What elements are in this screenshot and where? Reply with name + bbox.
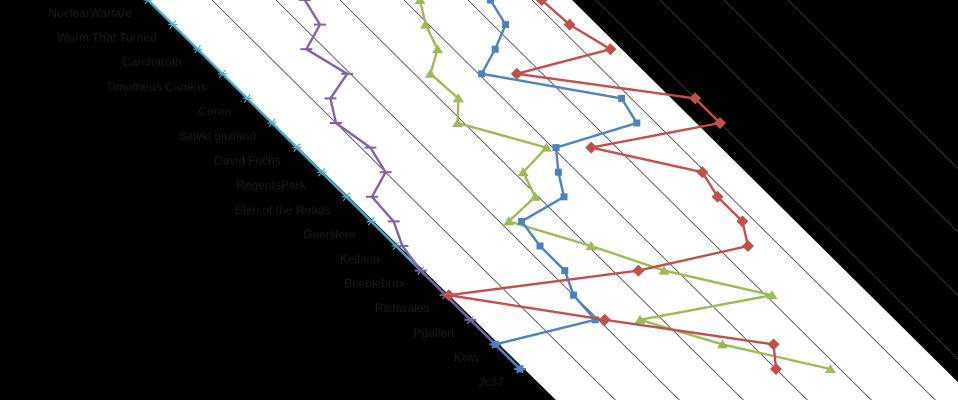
data-point: [711, 190, 724, 203]
data-point: [143, 0, 153, 5]
data-point: [518, 217, 526, 225]
data-point: [432, 44, 444, 54]
series-line: [418, 0, 831, 371]
gridline: [787, 0, 958, 170]
gridline: [723, 0, 958, 233]
data-point: [689, 92, 702, 105]
data-point: [366, 217, 376, 226]
data-point: [570, 291, 578, 299]
category-label: Coren: [199, 104, 232, 118]
category-label: Guerillero: [303, 227, 355, 241]
data-point: [516, 365, 524, 373]
category-label: Keilana: [340, 252, 380, 266]
data-point: [529, 191, 541, 201]
data-point: [824, 364, 836, 373]
gridline: [339, 0, 744, 400]
category-label: Beeblebrox: [344, 277, 405, 291]
data-point: [585, 141, 598, 154]
data-point: [420, 19, 432, 29]
data-point: [536, 242, 544, 250]
data-point: [767, 338, 780, 351]
data-point: [561, 267, 569, 275]
data-point: [168, 20, 178, 29]
data-point: [242, 94, 252, 103]
gridline: [275, 0, 680, 400]
data-point: [618, 94, 626, 102]
data-point: [540, 142, 552, 152]
data-point: [633, 119, 641, 127]
data-point: [442, 289, 455, 302]
data-point: [742, 240, 754, 252]
category-label: Worm That Turned: [57, 31, 157, 45]
data-point: [341, 192, 351, 202]
category-label: NuclearWarfare: [48, 6, 132, 20]
data-point: [503, 216, 515, 226]
data-point: [217, 69, 227, 79]
series-4: [478, 0, 641, 373]
data-point: [452, 118, 464, 127]
data-point: [535, 0, 548, 6]
data-point: [696, 166, 709, 179]
category-label: Timotheus Canens: [106, 80, 206, 94]
gridline: [403, 0, 808, 400]
data-point: [591, 316, 599, 324]
category-label: David Fuchs: [214, 154, 281, 168]
data-point: [716, 339, 728, 349]
data-point: [486, 0, 494, 4]
category-label: Salvio giuliano: [179, 129, 257, 143]
data-point: [317, 167, 327, 177]
data-point: [517, 167, 529, 177]
data-point: [554, 168, 562, 176]
category-label: RegentsPark: [236, 178, 306, 192]
data-point: [766, 290, 778, 300]
data-point: [585, 241, 597, 250]
series-5: [442, 0, 782, 375]
data-point: [452, 93, 464, 103]
gridline: [659, 0, 958, 297]
data-point: [563, 18, 576, 31]
data-point: [552, 144, 560, 152]
data-point: [502, 21, 510, 29]
category-label: Richwales: [375, 301, 430, 315]
series-line: [480, 0, 638, 370]
data-point: [604, 43, 617, 56]
data-point: [560, 193, 568, 201]
series-line: [447, 0, 778, 370]
gridline: [595, 0, 958, 360]
category-label: Pgallert: [414, 326, 455, 340]
category-labels: NuclearWarfare Worm That Turned Carcharoth…: [48, 6, 504, 389]
data-point: [634, 314, 646, 324]
data-point: [714, 117, 726, 129]
category-label: Elen of the Roads: [235, 203, 330, 217]
category-label: Carcharoth: [122, 55, 181, 69]
data-point: [292, 143, 302, 152]
gridline: [531, 0, 936, 400]
data-point: [193, 44, 203, 54]
data-point: [510, 67, 523, 80]
plot-area: [148, 0, 958, 400]
data-point: [598, 313, 611, 326]
data-point: [736, 215, 749, 228]
data-point: [267, 118, 277, 128]
data-point: [414, 0, 426, 4]
data-point: [770, 363, 782, 375]
category-label: Kww: [454, 350, 480, 364]
data-point: [478, 70, 486, 78]
gridline: [211, 0, 616, 400]
category-label: Jc37: [479, 375, 505, 389]
data-point: [632, 264, 645, 277]
series-line: [303, 0, 521, 370]
series-3: [414, 0, 836, 373]
data-point: [491, 45, 499, 53]
data-point: [424, 68, 436, 78]
data-point: [491, 340, 499, 348]
data-point: [658, 265, 670, 275]
